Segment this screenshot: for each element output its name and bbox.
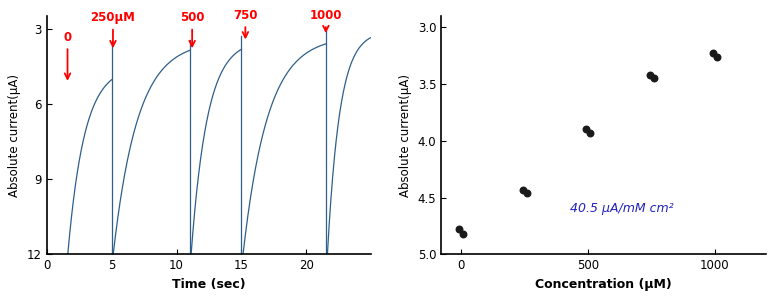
Text: 1000: 1000 [310, 8, 342, 31]
Point [707, 51, 719, 56]
X-axis label: Concentration (μM): Concentration (μM) [535, 278, 672, 291]
Point [457, 231, 470, 236]
Point [516, 187, 529, 192]
Point [647, 76, 659, 81]
Text: 500: 500 [180, 11, 204, 46]
Y-axis label: Absolute current(μA): Absolute current(μA) [9, 74, 22, 197]
Point [580, 127, 592, 132]
Point [711, 54, 723, 59]
Text: 750: 750 [233, 8, 258, 38]
Point [454, 227, 466, 232]
Y-axis label: Absolute current(μA): Absolute current(μA) [399, 74, 412, 197]
Point [521, 190, 533, 195]
Point [584, 130, 597, 135]
Text: 40.5 μA/mM cm²: 40.5 μA/mM cm² [570, 202, 674, 215]
Point [643, 73, 656, 77]
X-axis label: Time (sec): Time (sec) [172, 278, 246, 291]
Text: 0: 0 [63, 30, 71, 79]
Text: 250μM: 250μM [91, 11, 135, 46]
